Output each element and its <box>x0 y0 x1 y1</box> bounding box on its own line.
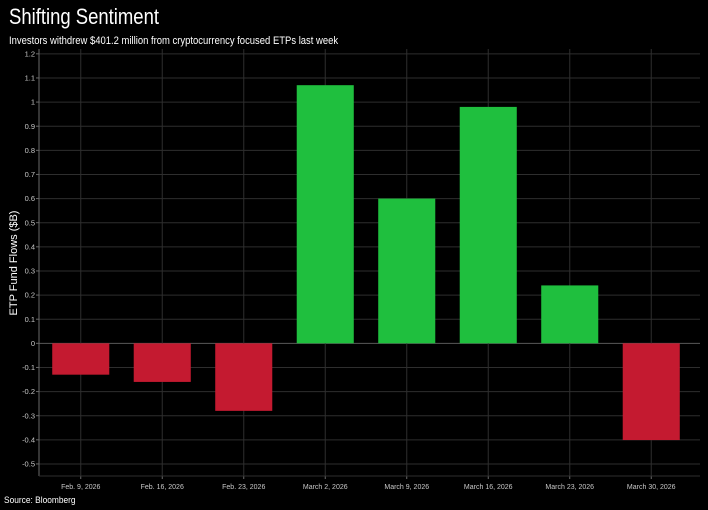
y-tick-label: 1.1 <box>25 74 35 83</box>
bar-march-9-2026 <box>378 198 436 344</box>
bar-march-16-2026 <box>459 106 517 344</box>
y-tick-label: 1 <box>31 98 35 107</box>
y-tick-label: 0.9 <box>25 122 35 131</box>
y-tick-label: 0 <box>31 339 35 348</box>
bar-feb-23-2026 <box>215 343 273 411</box>
y-tick-label: -0.1 <box>22 363 35 372</box>
y-tick-label: 0.8 <box>25 146 35 155</box>
bar-layer <box>52 85 680 441</box>
y-tick-label: 0.5 <box>25 218 35 227</box>
x-tick-label: Feb. 9, 2026 <box>61 484 100 491</box>
source-note: Source: Bloomberg <box>4 495 76 506</box>
bar-feb-9-2026 <box>52 343 110 375</box>
x-tick-label: March 2, 2026 <box>303 484 348 491</box>
axis-layer: 1.2 1.1 1 0.9 0.8 0.7 0.6 0.5 0.4 0.3 0.2 0.1 0 -0.1 -… <box>22 49 700 491</box>
y-tick-label: 0.2 <box>25 291 35 300</box>
y-axis-label: ETP Fund Flows ($B) <box>8 211 20 316</box>
x-tick-label: March 30, 2026 <box>627 484 676 491</box>
y-tick-label: 0.3 <box>25 267 35 276</box>
y-tick-label: -0.2 <box>22 387 35 396</box>
x-tick-label: Feb. 16, 2026 <box>141 484 184 491</box>
y-tick-label: 0.7 <box>25 170 35 179</box>
bar-march-30-2026 <box>622 343 680 441</box>
bar-feb-16-2026 <box>133 343 191 382</box>
y-tick-label: 0.6 <box>25 194 35 203</box>
y-tick-label: 0.1 <box>25 315 35 324</box>
x-tick-label: Feb. 23, 2026 <box>222 484 265 491</box>
page-subtitle: Investors withdrew $401.2 million from c… <box>9 35 339 47</box>
x-tick-label: March 9, 2026 <box>384 484 429 491</box>
bar-march-2-2026 <box>296 85 354 344</box>
page-title: Shifting Sentiment <box>9 4 159 29</box>
y-tick-label: -0.3 <box>22 411 35 420</box>
y-tick-label: -0.4 <box>22 435 35 444</box>
y-tick-label: -0.5 <box>22 460 35 469</box>
x-tick-label: March 16, 2026 <box>464 484 513 491</box>
x-tick-label: March 23, 2026 <box>545 484 594 491</box>
y-tick-label: 1.2 <box>25 49 35 58</box>
y-tick-label: 0.4 <box>25 242 35 251</box>
grid-layer <box>39 49 700 476</box>
bar-march-23-2026 <box>541 285 599 344</box>
